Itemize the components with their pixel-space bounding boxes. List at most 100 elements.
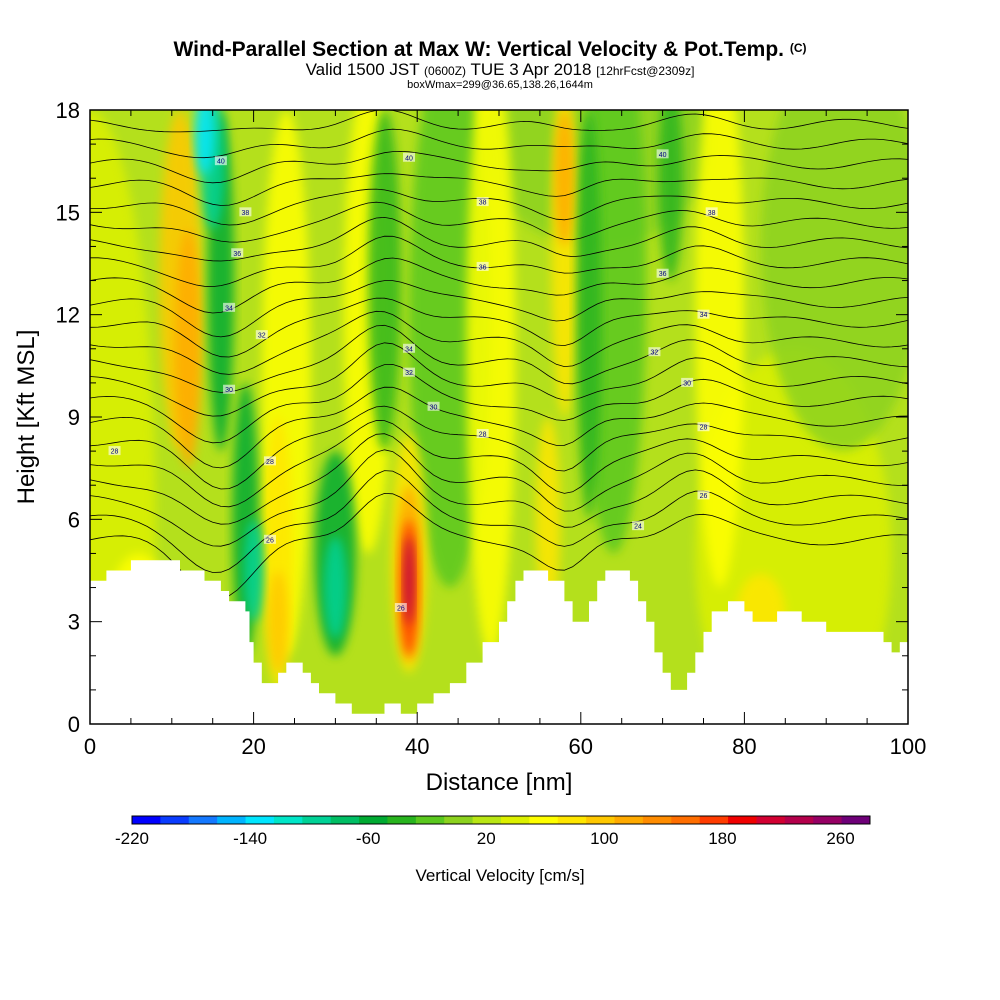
colorbar-frame <box>131 815 871 825</box>
contour-label: 30 <box>681 377 694 387</box>
colorbar-swatch <box>671 816 701 824</box>
colorbar-swatch <box>160 816 190 824</box>
colorbar-tick-label: -220 <box>115 829 149 848</box>
svg-text:32: 32 <box>651 350 659 357</box>
colorbar: -220 -140 -60 20 100 180 260 <box>115 815 871 848</box>
colorbar-swatch <box>728 816 757 824</box>
contour-label: 28 <box>108 446 121 456</box>
contour-label: 38 <box>476 197 489 207</box>
colorbar-tick-label: -60 <box>356 829 381 848</box>
colorbar-swatch <box>387 816 417 824</box>
svg-text:34: 34 <box>405 346 413 353</box>
contour-label: 34 <box>403 343 416 353</box>
y-tick-label: 12 <box>56 303 80 328</box>
contour-label: 40 <box>214 156 227 166</box>
svg-text:24: 24 <box>634 524 642 531</box>
contour-labels: 28 40 38 36 34 32 30 28 26 34 32 40 38 36 30 28 26 40 38 36… <box>108 149 718 613</box>
svg-text:30: 30 <box>683 380 691 387</box>
colorbar-tick-label: 180 <box>708 829 736 848</box>
svg-text:38: 38 <box>242 210 250 217</box>
svg-text:26: 26 <box>266 537 274 544</box>
colorbar-swatch <box>359 816 388 824</box>
colorbar-swatch <box>444 816 474 824</box>
contour-label: 34 <box>223 302 236 312</box>
chart-subtitle: Valid 1500 JST (0600Z) TUE 3 Apr 2018 [1… <box>306 60 695 79</box>
contour-label: 36 <box>656 268 669 278</box>
colorbar-swatch <box>188 816 218 824</box>
colorbar-label: Vertical Velocity [cm/s] <box>415 866 584 885</box>
contour-label: 32 <box>403 367 416 377</box>
y-tick-label: 15 <box>56 200 80 225</box>
colorbar-tick-label: 20 <box>477 829 496 848</box>
y-tick-label: 0 <box>68 712 80 737</box>
colorbar-swatch <box>784 816 814 824</box>
svg-text:38: 38 <box>479 200 487 207</box>
colorbar-swatch <box>586 816 616 824</box>
y-tick-label: 3 <box>68 610 80 635</box>
svg-text:40: 40 <box>217 159 225 166</box>
svg-text:28: 28 <box>111 449 119 456</box>
svg-text:26: 26 <box>397 606 405 613</box>
subtitle-utc: (0600Z) <box>424 64 466 78</box>
colorbar-tick-label: 260 <box>826 829 854 848</box>
svg-text:38: 38 <box>708 210 716 217</box>
chart-title-mark: (C) <box>790 41 807 55</box>
svg-text:36: 36 <box>479 264 487 271</box>
x-axis-label: Distance [nm] <box>426 769 573 796</box>
x-tick-label: 40 <box>405 734 429 759</box>
contour-label: 30 <box>427 401 440 411</box>
contour-label: 26 <box>263 534 276 544</box>
svg-text:32: 32 <box>405 370 413 377</box>
contour-label: 24 <box>632 521 645 531</box>
y-axis-label: Height [Kft MSL] <box>13 330 40 505</box>
svg-text:34: 34 <box>700 312 708 319</box>
colorbar-swatch <box>132 816 161 824</box>
colorbar-swatch <box>529 816 559 824</box>
colorbar-swatch <box>501 816 530 824</box>
colorbar-swatch <box>557 816 587 824</box>
colorbar-swatch <box>302 816 332 824</box>
chart-title-main: Wind-Parallel Section at Max W: Vertical… <box>173 38 784 61</box>
svg-text:30: 30 <box>225 387 233 394</box>
subtitle-fcst: [12hrFcst@2309z] <box>596 64 694 78</box>
colorbar-swatch <box>614 816 644 824</box>
colorbar-swatch <box>756 816 786 824</box>
svg-text:40: 40 <box>405 155 413 162</box>
contour-label: 32 <box>648 347 661 357</box>
colorbar-tick-label: 100 <box>590 829 618 848</box>
contour-label: 36 <box>476 261 489 271</box>
y-tick-label: 6 <box>68 507 80 532</box>
svg-text:36: 36 <box>659 271 667 278</box>
colorbar-swatch <box>415 816 445 824</box>
svg-text:32: 32 <box>258 333 266 340</box>
contour-label: 38 <box>239 207 252 217</box>
isentrope-contours <box>90 110 908 599</box>
contour-label: 28 <box>263 456 276 466</box>
contour-label: 40 <box>656 149 669 159</box>
svg-text:40: 40 <box>659 152 667 159</box>
plot-area: 28 40 38 36 34 32 30 28 26 34 32 40 38 36 30 28 26 40 38 36… <box>89 109 909 725</box>
contour-label: 32 <box>255 330 268 340</box>
contour-label: 28 <box>697 422 710 432</box>
x-tick-label: 0 <box>84 734 96 759</box>
x-tick-label: 60 <box>569 734 593 759</box>
colorbar-swatch <box>330 816 360 824</box>
svg-text:30: 30 <box>430 404 438 411</box>
x-tick-label: 80 <box>732 734 756 759</box>
chart-subtitle-2: boxWmax=299@36.65,138.26,1644m <box>407 79 593 91</box>
colorbar-swatch <box>841 816 871 824</box>
chart-title: Wind-Parallel Section at Max W: Vertical… <box>173 38 806 61</box>
subtitle-date: TUE 3 Apr 2018 <box>470 60 591 79</box>
contour-label: 38 <box>705 207 718 217</box>
svg-text:36: 36 <box>233 251 241 258</box>
colorbar-swatch <box>813 816 843 824</box>
x-tick-label: 100 <box>890 734 927 759</box>
colorbar-swatch <box>699 816 729 824</box>
contour-label: 34 <box>697 309 710 319</box>
contour-label: 30 <box>223 384 236 394</box>
contour-label: 26 <box>394 603 407 613</box>
colorbar-swatch <box>245 816 275 824</box>
contour-label: 36 <box>231 248 244 258</box>
svg-text:34: 34 <box>225 305 233 312</box>
